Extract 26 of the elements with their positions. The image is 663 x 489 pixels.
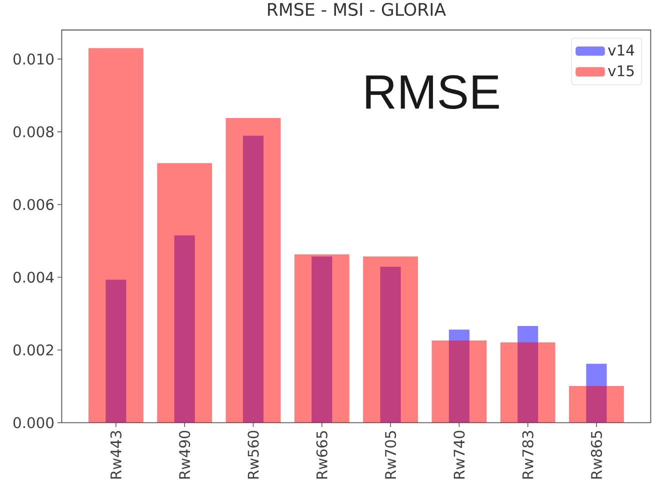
x-tick-label: Rw740 [454, 430, 465, 479]
y-tick-label: 0.006 [13, 198, 54, 210]
bar [432, 340, 487, 423]
bar [88, 48, 144, 423]
bar [500, 342, 556, 423]
y-tick-label: 0.000 [13, 417, 54, 428]
x-tick-label: Rw783 [522, 431, 534, 479]
x-tick-label: Rw490 [179, 430, 190, 479]
x-tick-label: Rw705 [384, 431, 396, 479]
x-tick-label: Rw665 [316, 431, 328, 479]
bar [363, 256, 418, 423]
x-tick-label: Rw560 [248, 430, 259, 479]
bar [294, 254, 350, 423]
x-tick-label: Rw865 [590, 431, 602, 479]
y-tick-label: 0.004 [13, 272, 54, 283]
annotation: RMSE [366, 75, 499, 110]
legend-label: v14 [608, 44, 634, 56]
bar [226, 118, 281, 423]
bar [157, 163, 212, 423]
bar [569, 386, 624, 423]
legend-label: v15 [608, 65, 634, 76]
y-tick-label: 0.008 [13, 126, 54, 138]
chart-title: RMSE - MSI - GLORIA [268, 2, 446, 16]
y-tick-label: 0.010 [13, 54, 54, 65]
x-tick-label: Rw443 [110, 431, 122, 479]
y-tick-label: 0.002 [13, 344, 54, 356]
